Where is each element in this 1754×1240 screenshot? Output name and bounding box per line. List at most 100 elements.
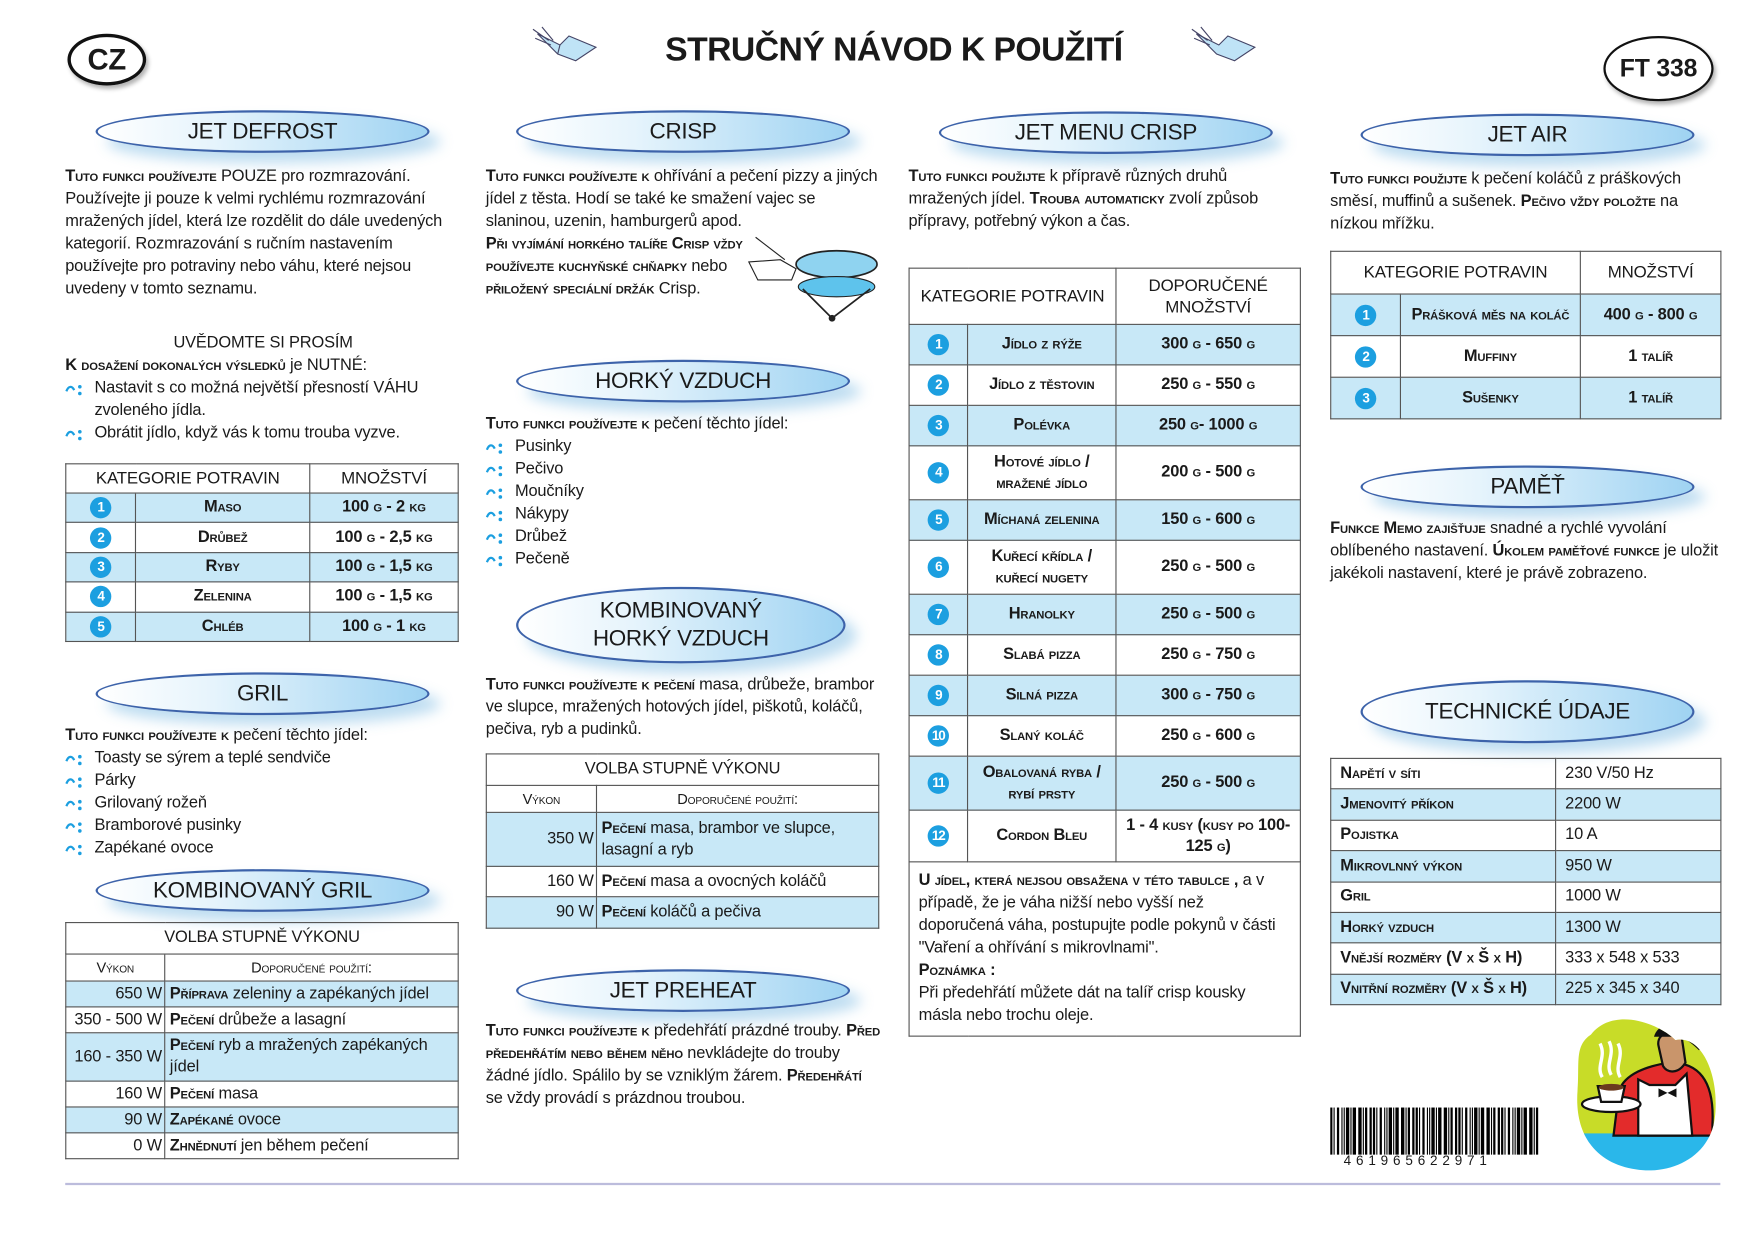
use-lead: Pečení	[601, 902, 646, 921]
table-row: Napětí v síti 230 V/50 Hz	[1330, 757, 1722, 790]
spec-name: Horký vzduch	[1330, 911, 1557, 944]
row-number: 4	[908, 445, 969, 501]
wave-dots-icon	[485, 507, 506, 522]
list-item: Nastavit s co možná největší přesností V…	[65, 377, 461, 422]
quantity: 200 g - 500 g	[1115, 445, 1301, 501]
list-item-text: Grilovaný rožeň	[94, 793, 207, 812]
body-text: snadné a rychlé vyvolání oblíbeného nast…	[1330, 519, 1667, 560]
column-header: KATEGORIE POTRAVIN	[65, 463, 311, 494]
column-header: Výkon	[65, 953, 166, 982]
table-row: Vnější rozměry (V x Š x H) 333 x 548 x 53…	[1330, 942, 1722, 975]
table-row: 160 W Pečení masa	[65, 1080, 459, 1108]
spec-name: Vnitřní rozměry (V x Š x H)	[1330, 973, 1557, 1006]
spec-value: 1000 W	[1555, 881, 1722, 913]
quantity: 250 g - 500 g	[1115, 593, 1301, 636]
use-lead: Pečení	[169, 1084, 215, 1103]
food-category: Jídlo z rýže	[966, 323, 1117, 366]
list-item: Drůbež	[485, 525, 882, 547]
number-badge: 7	[927, 603, 949, 626]
spec-value: 225 x 345 x 340	[1555, 973, 1722, 1006]
table-title: VOLBA STUPNĚ VÝKONU	[485, 753, 880, 786]
table-header-row: KATEGORIE POTRAVIN MNOŽSTVÍ	[65, 463, 459, 494]
body-text: je NUTNÉ:	[285, 356, 367, 375]
wave-dots-icon	[65, 774, 85, 788]
recommended-use: Zapékané ovoce	[164, 1106, 459, 1134]
food-category: Hranolky	[966, 593, 1117, 636]
food-category: Polévka	[966, 404, 1117, 447]
list-item: Bramborové pusinky	[65, 814, 461, 836]
list-item-text: Nastavit s co možná největší přesností V…	[94, 378, 419, 420]
kombinovany-horky-vzduch-power-table: VOLBA STUPNĚ VÝKONU Výkon Doporučené použi…	[485, 753, 880, 929]
food-category: Jídlo z těstovin	[966, 364, 1117, 406]
recommended-use: Zhnědnutí jen během pečení	[164, 1132, 459, 1160]
table-title-row: VOLBA STUPNĚ VÝKONU	[65, 922, 459, 955]
note-heading: UVĚDOMTE SI PROSÍM	[173, 333, 353, 352]
crisp-warning: Při vyjímání horkého talíře Crisp vždy p…	[486, 233, 745, 300]
jet-defrost-intro: Tuto funkci používejte POUZE pro rozmraz…	[65, 165, 461, 300]
number-badge: 8	[927, 644, 949, 666]
defrost-table: KATEGORIE POTRAVIN MNOŽSTVÍ 1 Maso 100 g - 2…	[65, 463, 459, 642]
section-title-gril: GRIL	[95, 672, 430, 716]
country-badge: CZ	[67, 33, 147, 86]
table-row: Gril 1000 W	[1330, 881, 1722, 913]
table-row: 0 W Zhnědnutí jen během pečení	[65, 1132, 459, 1160]
body-text: nebo	[686, 257, 728, 276]
row-number: 3	[908, 404, 969, 447]
food-category: Kuřecí křídla / kuřecí nugety	[966, 539, 1117, 595]
table-row: 5 Míchaná zelenina 150 g - 600 g	[908, 499, 1301, 541]
list-item-text: Bramborové pusinky	[94, 816, 241, 835]
list-item-text: Obrátit jídlo, když vás k tomu trouba vy…	[94, 423, 400, 442]
emphasis-text: Tuto funkci používejte k	[485, 1022, 650, 1041]
quantity: 250 g - 600 g	[1115, 715, 1301, 757]
list-item-text: Drůbež	[514, 527, 567, 546]
recommended-use: Pečení ryb a mražených zapékaných jídel	[164, 1032, 459, 1082]
list-item-text: Pečeně	[514, 549, 570, 568]
use-lead: Pečení	[169, 1010, 215, 1029]
spec-value: 333 x 548 x 533	[1555, 942, 1722, 975]
quantity: 250 g - 550 g	[1115, 364, 1301, 406]
list-item-text: Nákypy	[514, 504, 569, 523]
page-title: STRUČNÝ NÁVOD K POUŽITÍ	[665, 31, 1123, 69]
number-badge: 2	[89, 526, 112, 549]
number-badge: 12	[927, 825, 949, 847]
food-category: Hotové jídlo / mražené jídlo	[966, 445, 1117, 501]
quantity: 1 talíř	[1579, 335, 1722, 378]
emphasis-text: Před předehřátím nebo během něho	[485, 1022, 881, 1063]
spec-name: Gril	[1330, 881, 1557, 913]
table-row: Horký vzduch 1300 W	[1330, 911, 1722, 944]
quantity: 250 g - 500 g	[1115, 539, 1301, 595]
body-text: a v případě, že je váha nižší nebo vyšší…	[918, 871, 1276, 957]
food-category: Slaný koláč	[966, 715, 1117, 757]
list-item-text: Pusinky	[514, 437, 572, 456]
table-row: 90 W Zapékané ovoce	[65, 1106, 459, 1134]
recommended-use: Pečení masa, brambor ve slupce, lasagní …	[595, 811, 880, 867]
table-note-row: U jídel, která nejsou obsažena v této ta…	[908, 861, 1301, 1037]
section-title-kombinovany-gril: KOMBINOVANÝ GRIL	[95, 869, 430, 912]
use-text: masa, brambor ve slupce, lasagní a ryb	[601, 819, 836, 859]
table-row: 11 Obalovaná ryba / rybí prsty 250 g - 500…	[908, 755, 1301, 811]
use-lead: Zapékané	[169, 1110, 234, 1129]
power-level: 160 W	[485, 865, 598, 898]
use-text: jen během pečení	[236, 1136, 369, 1155]
table-row: 4 Zelenina 100 g - 1,5 kg	[65, 581, 459, 613]
row-number: 3	[65, 551, 137, 583]
barcode-bars	[1330, 1107, 1539, 1155]
gril-intro: Tuto funkci používejte k pečení těchto j…	[65, 724, 461, 746]
list-item-text: Párky	[94, 771, 136, 790]
note-text: U jídel, která nejsou obsažena v této ta…	[919, 869, 1291, 959]
number-badge: 3	[89, 556, 112, 578]
column-header: MNOŽSTVÍ	[309, 463, 459, 494]
number-badge: 5	[927, 509, 949, 531]
row-number: 9	[908, 674, 969, 717]
number-badge: 11	[927, 772, 949, 794]
table-row: 7 Hranolky 250 g - 500 g	[908, 593, 1301, 636]
power-level: 90 W	[65, 1106, 166, 1134]
flying-book-icon	[532, 26, 598, 62]
wave-dots-icon	[485, 462, 506, 477]
table-row: 160 - 350 W Pečení ryb a mražených zapéka…	[65, 1032, 459, 1082]
emphasis-text: Tuto funkci používejte k	[485, 167, 650, 186]
recommended-use: Příprava zeleniny a zapékaných jídel	[164, 980, 459, 1008]
recommended-use: Pečení koláčů a pečiva	[595, 896, 880, 929]
emphasis-text: Tuto funkci použijte	[1330, 169, 1467, 188]
